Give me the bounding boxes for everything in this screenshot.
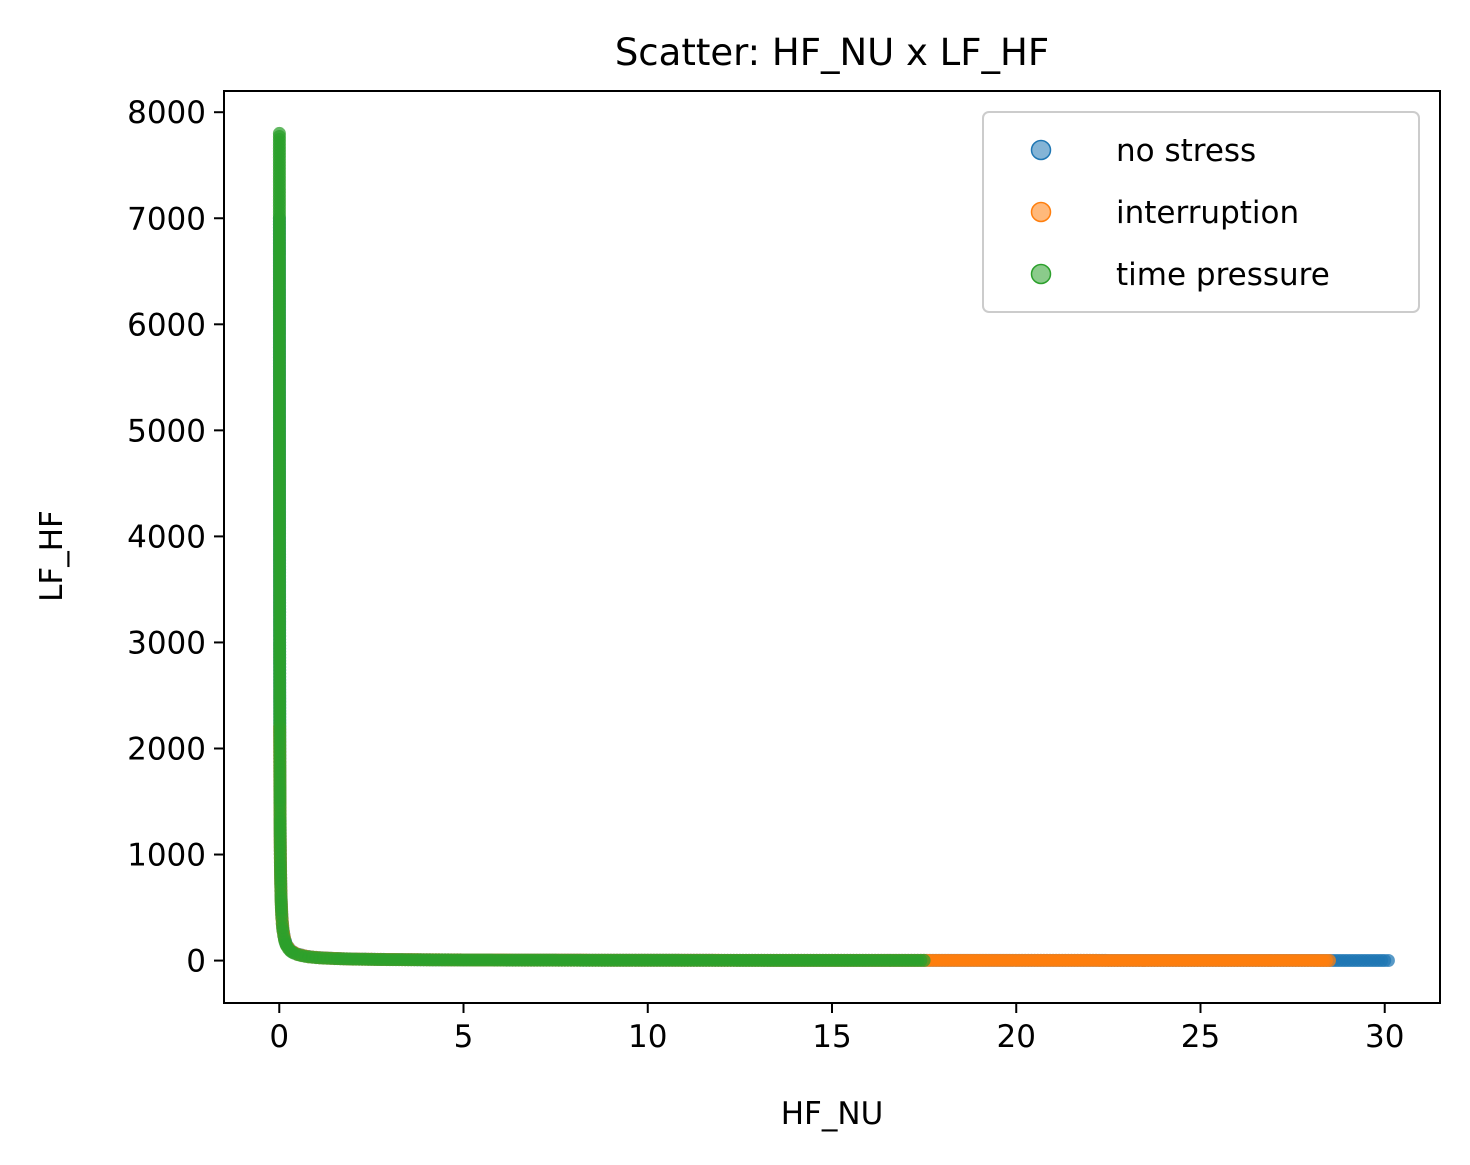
legend-label: time pressure	[1116, 257, 1330, 293]
x-tick-label: 5	[454, 1019, 474, 1055]
y-tick-label: 4000	[127, 519, 206, 555]
legend-label: no stress	[1116, 133, 1256, 169]
points-layer	[272, 126, 1395, 967]
series-time-pressure	[272, 126, 931, 967]
legend-marker	[1030, 201, 1052, 223]
y-tick-label: 6000	[127, 307, 206, 343]
legend-label: interruption	[1116, 195, 1299, 231]
x-tick-label: 25	[1181, 1019, 1220, 1055]
x-tick-label: 30	[1365, 1019, 1404, 1055]
legend-frame	[982, 111, 1420, 313]
legend-marker	[1030, 263, 1052, 285]
y-tick-label: 8000	[127, 95, 206, 131]
y-tick-label: 7000	[127, 201, 206, 237]
data-point	[1322, 953, 1336, 967]
legend-items: no stress interruption time pressure	[1030, 133, 1330, 293]
y-axis-title: LF_HF	[34, 510, 70, 602]
data-point	[1381, 953, 1395, 967]
y-tick-label: 1000	[127, 838, 206, 874]
y-tick-label: 0	[186, 944, 206, 980]
x-axis-title: HF_NU	[781, 1096, 884, 1132]
y-tick-label: 2000	[127, 731, 206, 767]
x-tick-label: 10	[628, 1019, 667, 1055]
legend-marker	[1030, 139, 1052, 161]
y-axis-ticks: 0 1000 2000 3000 4000 5000 6000 7000 8000	[127, 95, 224, 980]
data-point	[917, 953, 931, 967]
x-tick-label: 15	[812, 1019, 851, 1055]
x-axis-ticks: 0 5 10 15 20 25 30	[269, 1003, 1404, 1055]
x-tick-label: 20	[997, 1019, 1036, 1055]
x-tick-label: 0	[269, 1019, 289, 1055]
y-tick-label: 3000	[127, 625, 206, 661]
y-tick-label: 5000	[127, 413, 206, 449]
legend: no stress interruption time pressure	[982, 111, 1420, 313]
chart-title: Scatter: HF_NU x LF_HF	[615, 31, 1049, 74]
